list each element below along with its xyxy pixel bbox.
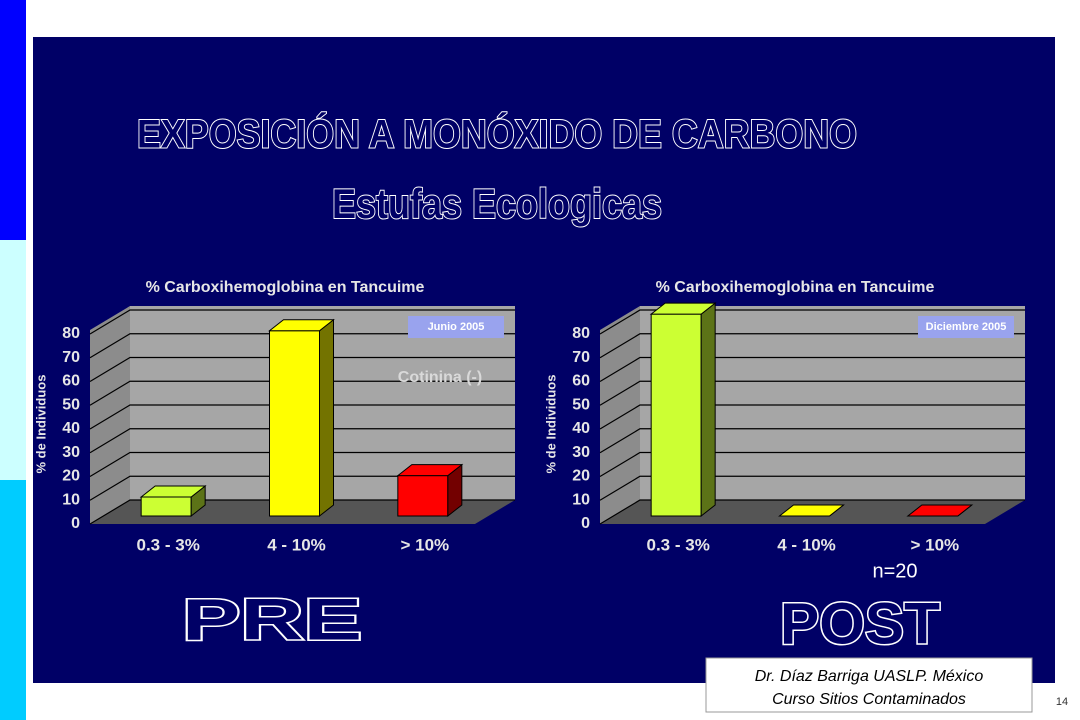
x-tick-label: > 10% [910,535,959,554]
bar-top [906,504,974,517]
side-strip [0,480,26,720]
y-tick-label: 10 [62,491,80,508]
bar [650,313,702,517]
bar-top [649,302,717,315]
y-axis-label: % de Individuos [543,375,558,474]
y-tick-label: 20 [62,468,80,485]
y-axis-label: % de Individuos [33,375,48,474]
chart-title: % Carboxihemoglobina en Tancuime [656,279,935,296]
bar-side-shade [191,486,206,516]
grid-line [89,499,515,525]
grid-line [89,356,515,383]
y-tick-label: 70 [62,349,80,366]
slide-subtitle: Estufas Ecologicas [332,180,662,227]
back-wall [640,306,1025,500]
y-tick-label: 30 [62,444,80,461]
y-tick-label: 80 [572,325,590,342]
bar-top [139,485,207,498]
y-tick-label: 10 [572,491,590,508]
grid-line [599,333,1025,359]
grid-line [89,428,515,454]
x-tick-label: 0.3 - 3% [137,535,200,554]
y-tick-label: 0 [71,515,80,532]
y-tick-label: 60 [62,373,80,390]
grid-line [599,380,1025,406]
grid-line [599,356,1025,383]
grid-line [89,333,515,359]
side-strip [0,0,26,240]
slide-title: EXPOSICIÓN A MONÓXIDO DE CARBONO [137,111,857,157]
grid-line [89,309,515,335]
y-tick-label: 30 [572,444,590,461]
x-tick-label: 4 - 10% [267,535,326,554]
y-tick-label: 50 [62,396,80,413]
bar [397,475,449,517]
grid-line [599,428,1025,454]
chart-title: % Carboxihemoglobina en Tancuime [146,279,425,296]
bar-top [778,504,845,517]
y-tick-label: 70 [572,349,590,366]
y-tick-label: 40 [572,420,590,437]
annotation: Cotinina (-) [398,369,482,386]
bar-side-shade [447,464,462,516]
y-tick-label: 50 [572,396,590,413]
y-tick-label: 40 [62,420,80,437]
bar-side-shade [701,303,716,516]
annotation: n=20 [872,560,917,582]
footer-text: Dr. Díaz Barriga UASLP. México [755,668,984,685]
caption: PRE [182,587,362,652]
y-tick-label: 80 [62,325,80,342]
grid-line [599,404,1025,430]
side-wall [90,306,130,524]
grid-line [599,309,1025,335]
x-tick-label: 4 - 10% [777,535,836,554]
grid-line [89,380,515,406]
bar [269,330,320,517]
date-box [408,316,504,338]
grid-line [89,404,515,430]
x-tick-label: > 10% [400,535,449,554]
bar [140,496,192,517]
date-label: Diciembre 2005 [926,321,1007,333]
grid-line [89,475,515,501]
grid-line [599,475,1025,501]
bar-side-shade [319,319,334,516]
grid-line [599,451,1025,478]
grid-line [599,499,1025,525]
y-tick-label: 60 [572,373,590,390]
bar-top [396,464,464,477]
footer-box [705,657,1033,713]
x-tick-label: 0.3 - 3% [647,535,710,554]
side-strip [0,240,26,480]
caption: POST [780,591,940,656]
y-tick-label: 0 [581,515,590,532]
grid-line [89,451,515,478]
bar-top [268,319,335,332]
date-box [918,316,1014,338]
date-label: Junio 2005 [428,321,485,333]
footer-text: Curso Sitios Contaminados [772,691,966,708]
side-wall [600,306,640,524]
page-number: 14 [1056,696,1068,708]
y-tick-label: 20 [572,468,590,485]
